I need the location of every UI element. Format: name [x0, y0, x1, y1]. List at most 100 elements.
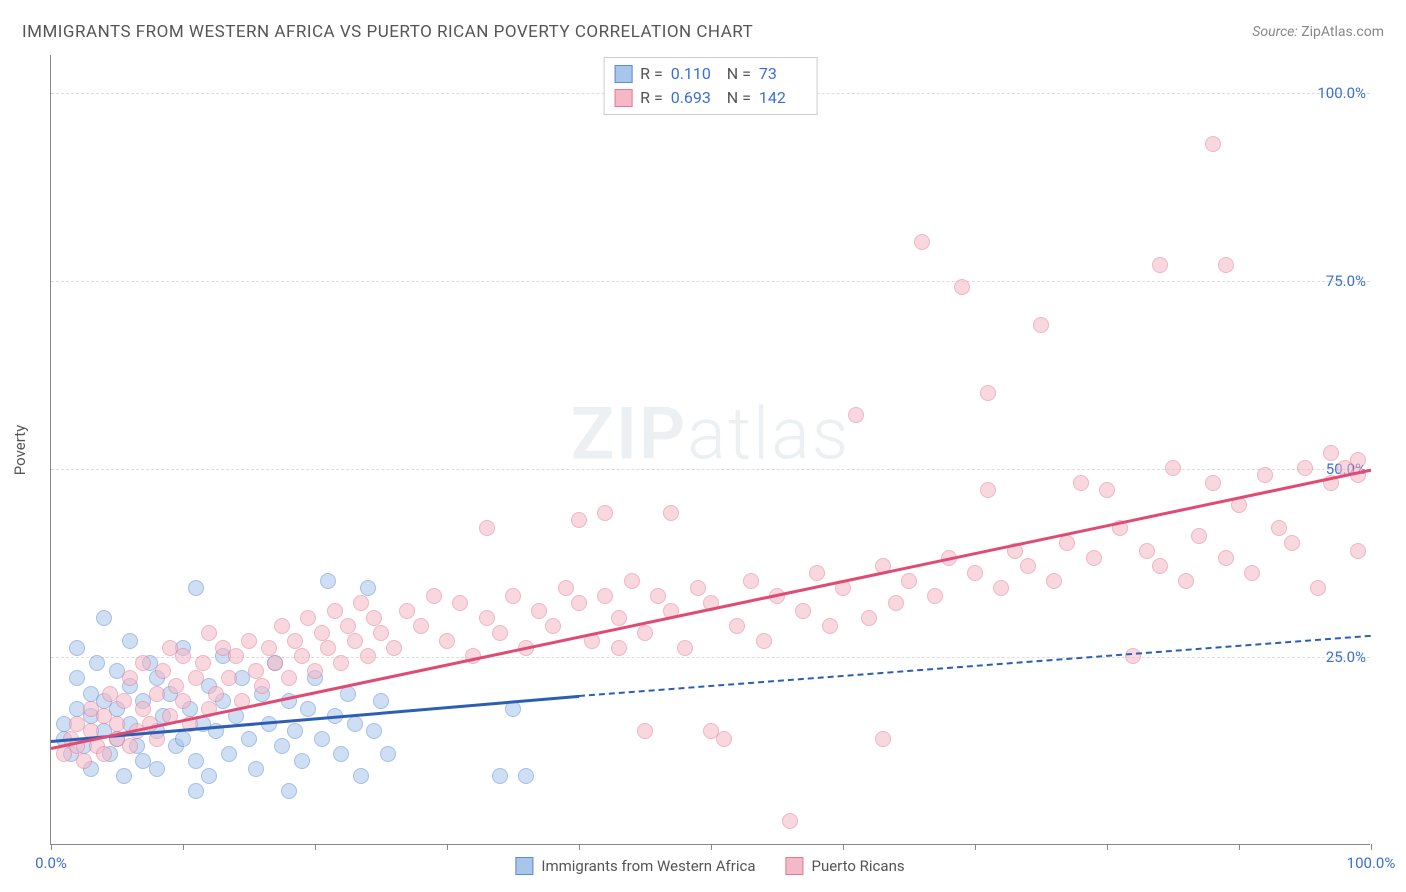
legend-r-label: R = — [640, 86, 663, 110]
data-point — [452, 595, 468, 611]
data-point — [637, 625, 653, 641]
x-tick — [447, 844, 448, 850]
data-point — [1218, 550, 1234, 566]
source-value: ZipAtlas.com — [1301, 24, 1384, 40]
data-point — [281, 670, 297, 686]
data-point — [366, 723, 382, 739]
data-point — [571, 512, 587, 528]
data-point — [1350, 452, 1366, 468]
legend-n-value: 142 — [759, 86, 807, 110]
data-point — [795, 603, 811, 619]
data-point — [1099, 482, 1115, 498]
data-point — [822, 618, 838, 634]
data-point — [122, 670, 138, 686]
data-point — [340, 618, 356, 634]
legend-swatch — [515, 857, 533, 875]
data-point — [116, 768, 132, 784]
data-point — [1350, 543, 1366, 559]
data-point — [1165, 460, 1181, 476]
data-point — [1218, 257, 1234, 273]
data-point — [135, 655, 151, 671]
x-tick — [1239, 844, 1240, 850]
data-point — [281, 783, 297, 799]
data-point — [848, 407, 864, 423]
data-point — [175, 693, 191, 709]
data-point — [300, 701, 316, 717]
data-point — [188, 753, 204, 769]
data-point — [492, 625, 508, 641]
data-point — [360, 580, 376, 596]
x-tick — [183, 844, 184, 850]
data-point — [571, 595, 587, 611]
source-attribution: Source: ZipAtlas.com — [1252, 24, 1384, 40]
data-point — [597, 505, 613, 521]
legend-row: R =0.110N =73 — [614, 62, 807, 86]
data-point — [492, 768, 508, 784]
data-point — [274, 738, 290, 754]
watermark-light: atlas — [687, 391, 850, 476]
legend-swatch — [614, 89, 632, 107]
data-point — [221, 670, 237, 686]
data-point — [1284, 535, 1300, 551]
data-point — [155, 663, 171, 679]
y-tick-label: 25.0% — [1326, 648, 1372, 666]
y-axis-title: Poverty — [11, 425, 29, 475]
gridline — [51, 657, 1370, 658]
data-point — [241, 731, 257, 747]
data-point — [254, 678, 270, 694]
data-point — [954, 279, 970, 295]
data-point — [195, 655, 211, 671]
data-point — [967, 565, 983, 581]
data-point — [888, 595, 904, 611]
data-point — [300, 610, 316, 626]
data-point — [743, 573, 759, 589]
data-point — [1059, 535, 1075, 551]
data-point — [663, 505, 679, 521]
data-point — [307, 663, 323, 679]
source-label: Source: — [1252, 24, 1297, 40]
data-point — [677, 640, 693, 656]
chart-title: IMMIGRANTS FROM WESTERN AFRICA VS PUERTO… — [22, 22, 753, 42]
data-point — [386, 640, 402, 656]
data-point — [993, 580, 1009, 596]
data-point — [96, 610, 112, 626]
data-point — [505, 588, 521, 604]
data-point — [76, 753, 92, 769]
legend-swatch — [614, 65, 632, 83]
data-point — [353, 595, 369, 611]
data-point — [1152, 558, 1168, 574]
data-point — [314, 731, 330, 747]
data-point — [175, 648, 191, 664]
data-point — [333, 746, 349, 762]
data-point — [914, 234, 930, 250]
data-point — [353, 768, 369, 784]
data-point — [96, 746, 112, 762]
data-point — [294, 753, 310, 769]
data-point — [426, 588, 442, 604]
legend-bottom: Immigrants from Western AfricaPuerto Ric… — [515, 857, 904, 875]
data-point — [1178, 573, 1194, 589]
x-tick-label: 0.0% — [35, 854, 67, 872]
gridline — [51, 281, 1370, 282]
legend-label: Immigrants from Western Africa — [541, 857, 755, 875]
watermark: ZIPatlas — [571, 391, 851, 476]
data-point — [531, 603, 547, 619]
data-point — [1033, 317, 1049, 333]
data-point — [1152, 257, 1168, 273]
data-point — [597, 588, 613, 604]
data-point — [611, 640, 627, 656]
x-tick — [579, 844, 580, 850]
data-point — [1271, 520, 1287, 536]
x-tick — [315, 844, 316, 850]
data-point — [201, 768, 217, 784]
data-point — [333, 655, 349, 671]
data-point — [716, 731, 732, 747]
data-point — [1323, 445, 1339, 461]
data-point — [1139, 543, 1155, 559]
x-tick — [975, 844, 976, 850]
scatter-plot: ZIPatlas R =0.110N =73R =0.693N =142 25.… — [50, 55, 1370, 845]
data-point — [360, 648, 376, 664]
data-point — [518, 768, 534, 784]
chart-area: Poverty ZIPatlas R =0.110N =73R =0.693N … — [50, 55, 1370, 845]
data-point — [188, 670, 204, 686]
